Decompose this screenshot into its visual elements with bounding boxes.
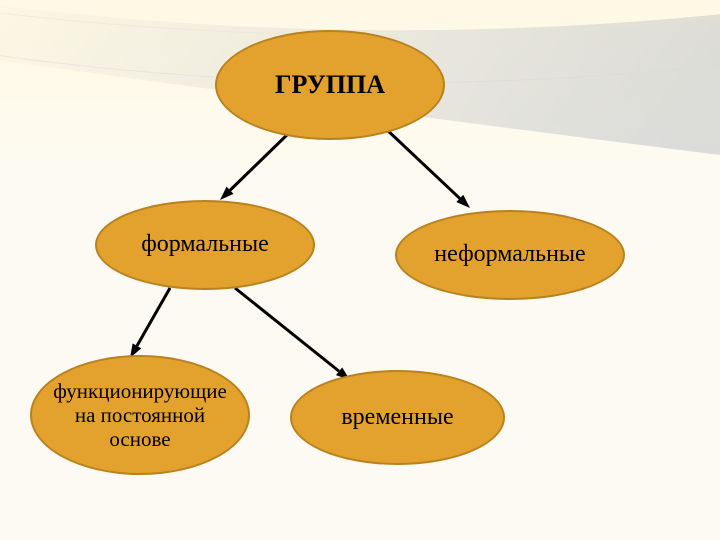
node-temporary: временные (290, 370, 505, 465)
node-root: ГРУППА (215, 30, 445, 140)
node-formal: формальные (95, 200, 315, 290)
node-informal: неформальные (395, 210, 625, 300)
node-permanent: функционирующие на постоянной основе (30, 355, 250, 475)
node-informal-label: неформальные (434, 241, 585, 269)
node-temporary-label: временные (341, 404, 453, 432)
slide: ГРУППА формальные неформальные функциони… (0, 0, 720, 540)
node-root-label: ГРУППА (275, 70, 385, 100)
node-permanent-label: функционирующие на постоянной основе (42, 379, 238, 451)
node-formal-label: формальные (141, 231, 269, 259)
